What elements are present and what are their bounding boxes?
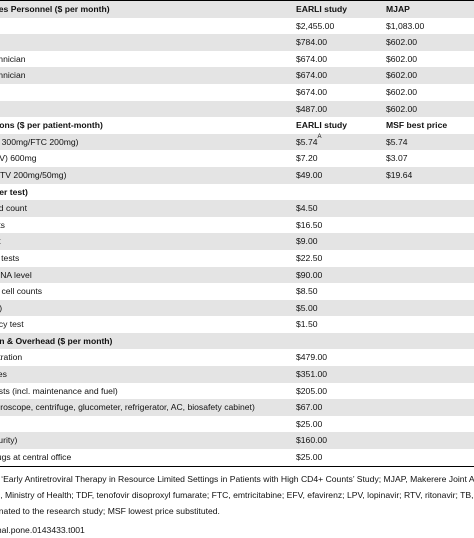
cost-value: $2,455.00 (296, 20, 335, 31)
cost-value: $160.00 (296, 435, 328, 446)
table-row: F 300mg/FTC 200mg) $5.74A $5.74 (0, 133, 474, 151)
table-row: rugs at central office $25.00 (0, 449, 474, 466)
section-header: tions ($ per patient-month) EARLI study MS… (0, 117, 474, 134)
section-header: ces Personnel ($ per month) EARLI study MJ… (0, 1, 474, 18)
row-label: T cell counts (0, 286, 43, 297)
row-label: F 300mg/FTC 200mg) (0, 136, 79, 147)
table-row: RTV 200mg/50mg) $49.00 $19.64 (0, 166, 474, 184)
table-top-rule (0, 0, 474, 1)
row-label: ests (incl. maintenance and fuel) (0, 385, 118, 396)
table-row: curity) $160.00 (0, 432, 474, 450)
table-row: T cell counts $8.50 (0, 283, 474, 300)
row-label: lies (0, 369, 7, 380)
cost-value: $1.50 (296, 319, 318, 330)
cost-value: $5.00 (296, 302, 318, 313)
column-header: EARLI study (296, 4, 348, 14)
table-row: od count $4.50 (0, 200, 474, 217)
footnotes: I, ‘Early Antiretroviral Therapy in Reso… (0, 471, 474, 520)
cost-value: $602.00 (386, 86, 418, 97)
cost-value: $784.00 (296, 37, 328, 48)
row-label: ncy test (0, 319, 24, 330)
table-row: chnician $674.00 $602.00 (0, 67, 474, 84)
cost-value: $90.00 (296, 269, 323, 280)
row-label: n tests (0, 252, 20, 263)
table-row: ests (incl. maintenance and fuel) $205.00 (0, 383, 474, 400)
section-title: tions ($ per patient-month) (0, 120, 103, 131)
table-row: ncy test $1.50 (0, 316, 474, 333)
cost-value: $8.50 (296, 286, 318, 297)
table-row: chnician $674.00 $602.00 (0, 51, 474, 68)
cost-value: $19.64 (386, 169, 413, 180)
section-title: per test) (0, 186, 28, 197)
row-label: stration (0, 352, 23, 363)
cost-value: $25.00 (296, 452, 323, 463)
table-row: $25.00 (0, 416, 474, 433)
table-row: $2,455.00 $1,083.00 (0, 18, 474, 35)
table-row: $487.00 $602.00 (0, 100, 474, 118)
cost-value: $49.00 (296, 169, 323, 180)
row-label: rt) (0, 300, 2, 317)
section-header: per test) (0, 184, 474, 201)
cost-value: $67.00 (296, 402, 323, 413)
footnote-line: H, Ministry of Health; TDF, tenofovir di… (0, 490, 474, 501)
table-row: RNA level $90.00 (0, 266, 474, 284)
table-row: $784.00 $602.00 (0, 34, 474, 51)
table-row: stration $479.00 (0, 349, 474, 366)
cost-value: $674.00 (296, 53, 328, 64)
table-row: icroscope, centrifuge, glucometer, refri… (0, 399, 474, 416)
section-header: on & Overhead ($ per month) (0, 332, 474, 350)
row-label: curity) (0, 435, 18, 446)
footnote-marker: A (317, 133, 322, 140)
section-title: ces Personnel ($ per month) (0, 4, 110, 14)
table-row: n tests $22.50 (0, 250, 474, 267)
cost-value: $3.07 (386, 153, 408, 164)
column-header: EARLI study (296, 120, 348, 131)
cost-value: $205.00 (296, 385, 328, 396)
cost-value: $602.00 (386, 70, 418, 81)
row-label: RNA level (0, 269, 32, 280)
cost-value: $7.20 (296, 153, 318, 164)
cost-value: $351.00 (296, 369, 328, 380)
section-title: on & Overhead ($ per month) (0, 335, 113, 346)
row-label: FV) 600mg (0, 153, 37, 164)
cost-value: $4.50 (296, 203, 318, 214)
cost-value: $602.00 (386, 103, 418, 114)
table-row: rt) $5.00 (0, 299, 474, 317)
cost-value: $9.00 (296, 236, 318, 247)
footnote-line: onated to the research study; MSF lowest… (0, 506, 220, 517)
table-row: sts $16.50 (0, 217, 474, 234)
table-row: FV) 600mg $7.20 $3.07 (0, 150, 474, 167)
column-header: MJAP (386, 4, 410, 14)
row-label: sts (0, 219, 5, 230)
footnote-line: I, ‘Early Antiretroviral Therapy in Reso… (0, 473, 474, 484)
row-label: RTV 200mg/50mg) (0, 169, 67, 180)
cost-value: $25.00 (296, 418, 323, 429)
row-label: chnician (0, 53, 26, 64)
row-label: rugs at central office (0, 452, 72, 463)
cost-value: $602.00 (386, 53, 418, 64)
cost-value: $487.00 (296, 103, 328, 114)
row-label: chnician (0, 70, 26, 81)
cost-value: $602.00 (386, 37, 418, 48)
cost-value: $5.74 (386, 136, 408, 147)
cost-value: $16.50 (296, 219, 323, 230)
table-row: st $9.00 (0, 233, 474, 250)
cost-value: $674.00 (296, 86, 328, 97)
column-header: MSF best price (386, 120, 448, 131)
cost-value-cell: $5.74A (296, 134, 322, 151)
row-label: od count (0, 203, 27, 214)
row-label: icroscope, centrifuge, glucometer, refri… (0, 402, 255, 413)
table-row: $674.00 $602.00 (0, 84, 474, 101)
cost-value: $5.74 (296, 136, 318, 147)
cost-value: $22.50 (296, 252, 323, 263)
table-row: lies $351.00 (0, 366, 474, 383)
cost-value: $479.00 (296, 352, 328, 363)
row-label: st (0, 233, 1, 250)
cost-value: $1,083.00 (386, 20, 425, 31)
table-bottom-rule (0, 465, 474, 467)
table-body: ces Personnel ($ per month) EARLI study MJ… (0, 1, 474, 466)
doi-line: rnal.pone.0143433.t001 (0, 524, 85, 535)
cost-value: $674.00 (296, 70, 328, 81)
